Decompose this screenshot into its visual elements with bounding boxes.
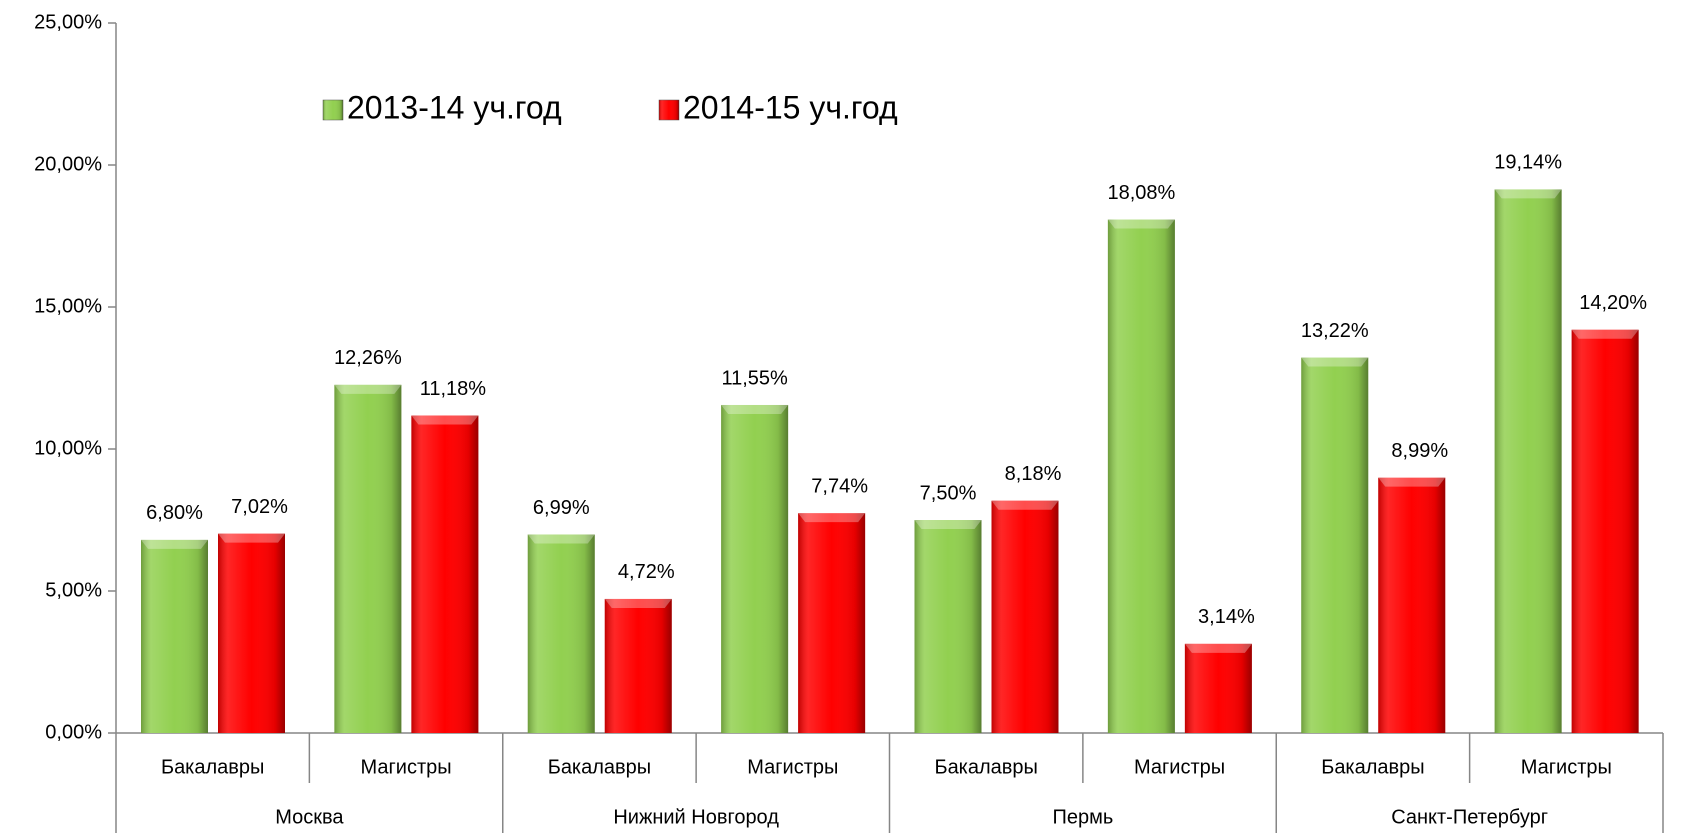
legend-label: 2014-15 уч.год: [683, 89, 898, 125]
x-tick-label: Магистры: [360, 756, 451, 778]
legend-label: 2013-14 уч.год: [347, 89, 562, 125]
value-label: 14,20%: [1579, 292, 1647, 314]
value-label: 8,18%: [1005, 463, 1062, 485]
group-label: Нижний Новгород: [613, 806, 779, 828]
bar-shade: [1107, 219, 1175, 733]
y-tick-label: 25,00%: [34, 11, 102, 33]
y-tick-label: 10,00%: [34, 437, 102, 459]
bar-cap: [527, 534, 595, 544]
bar-shade: [1301, 357, 1369, 733]
bar-shade: [527, 534, 595, 733]
legend-swatch-shade: [323, 100, 343, 120]
group-label: Пермь: [1052, 806, 1113, 828]
bar-cap: [604, 598, 672, 608]
bar-cap: [218, 533, 285, 543]
bar-shade: [411, 415, 479, 733]
value-label: 11,18%: [420, 378, 487, 400]
y-tick-label: 0,00%: [45, 721, 102, 743]
bar-shade: [604, 598, 672, 733]
bar-shade: [1494, 189, 1562, 733]
x-tick-label: Бакалавры: [161, 756, 264, 778]
group-label: Санкт-Петербург: [1391, 806, 1548, 828]
value-label: 6,99%: [533, 497, 590, 519]
bar-cap: [1301, 357, 1369, 367]
bar-cap: [914, 520, 982, 529]
bar-shade: [1571, 329, 1639, 733]
x-tick-label: Бакалавры: [1321, 756, 1424, 778]
value-label: 8,99%: [1391, 440, 1448, 462]
value-label: 19,14%: [1494, 152, 1562, 174]
x-tick-label: Бакалавры: [548, 756, 651, 778]
bar-cap: [1107, 219, 1175, 229]
y-tick-label: 20,00%: [34, 153, 102, 175]
y-tick-label: 15,00%: [34, 295, 102, 317]
x-tick-label: Магистры: [747, 756, 838, 778]
bar-cap: [798, 513, 866, 523]
bar-shade: [798, 513, 866, 733]
bar-cap: [141, 539, 208, 549]
bar-cap: [721, 404, 789, 414]
group-label: Москва: [275, 806, 344, 828]
bar-shade: [1184, 643, 1252, 733]
value-label: 12,26%: [334, 347, 402, 369]
bar-cap: [1571, 329, 1639, 339]
bar-shade: [334, 384, 402, 733]
bar-cap: [1184, 643, 1252, 653]
value-label: 7,50%: [920, 482, 977, 504]
value-label: 7,02%: [231, 496, 288, 518]
bar-shade: [914, 520, 982, 733]
bar-cap: [991, 500, 1059, 510]
bar-cap: [1494, 189, 1562, 199]
value-label: 13,22%: [1301, 320, 1369, 342]
value-label: 6,80%: [146, 502, 203, 524]
value-label: 4,72%: [618, 561, 675, 583]
bar-cap: [334, 384, 402, 394]
x-tick-label: Магистры: [1521, 756, 1612, 778]
bar-cap: [411, 415, 479, 425]
bar-shade: [1378, 477, 1446, 733]
x-tick-label: Бакалавры: [934, 756, 1037, 778]
x-tick-label: Магистры: [1134, 756, 1225, 778]
value-label: 18,08%: [1107, 182, 1175, 204]
bar-shade: [218, 533, 285, 733]
value-label: 3,14%: [1198, 606, 1255, 628]
bar-shade: [991, 500, 1059, 733]
bar-cap: [1378, 477, 1446, 487]
legend-swatch-shade: [659, 100, 679, 120]
bar-shade: [141, 539, 208, 733]
y-tick-label: 5,00%: [45, 579, 102, 601]
bar-shade: [721, 404, 789, 733]
value-label: 11,55%: [721, 367, 788, 389]
value-label: 7,74%: [811, 475, 868, 497]
